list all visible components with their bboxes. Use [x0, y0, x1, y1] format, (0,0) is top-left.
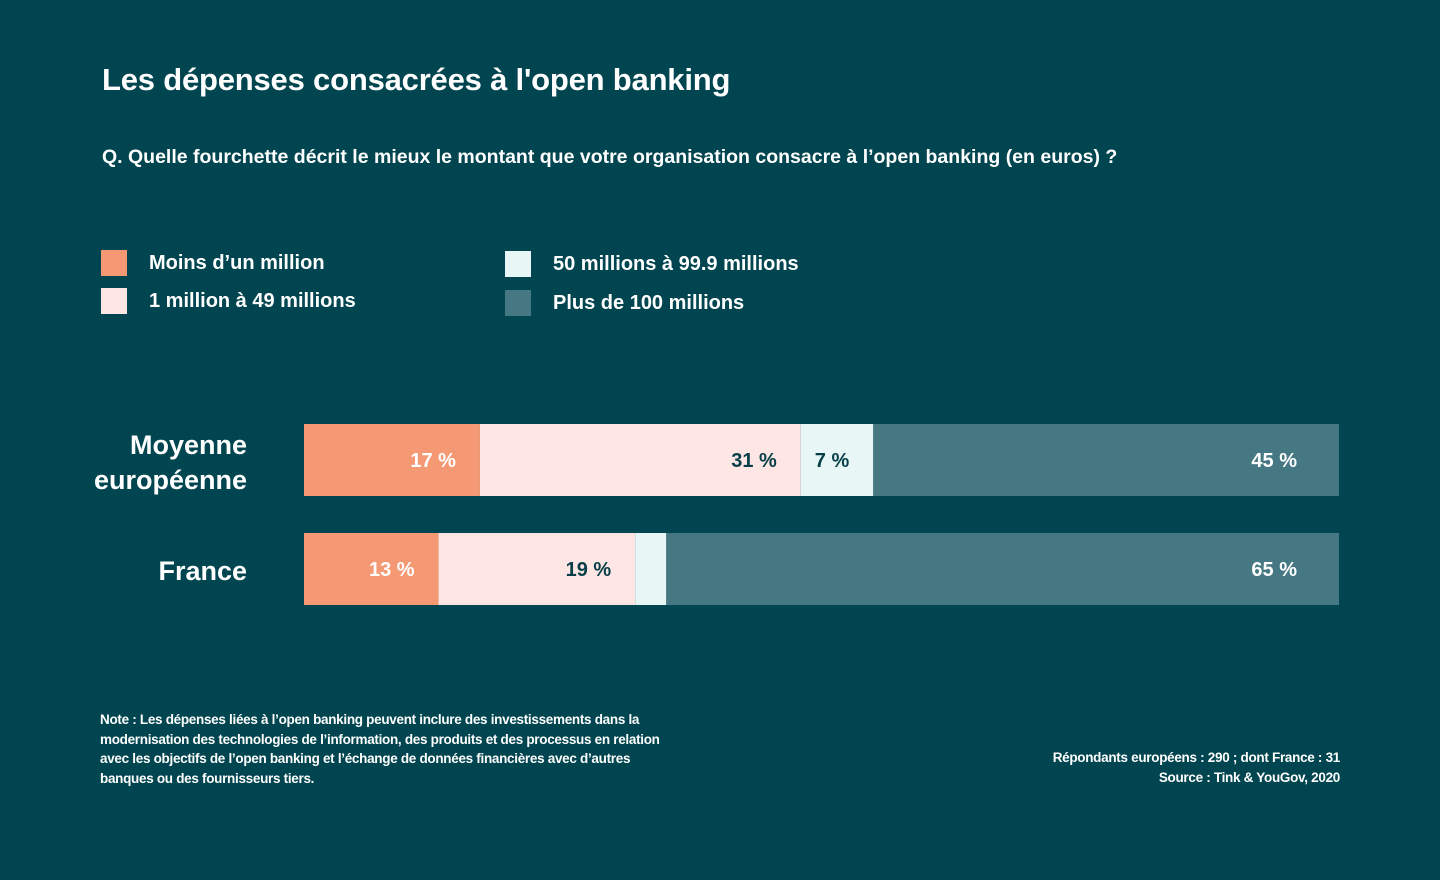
row-label-line: Moyenne — [129, 430, 247, 460]
note-text: Note : Les dépenses liées à l’open banki… — [100, 712, 660, 786]
data-label: 13 % — [369, 559, 415, 581]
legend-swatch — [505, 290, 531, 316]
legend-swatch — [101, 250, 127, 276]
data-label: 45 % — [1251, 450, 1297, 472]
question-text: Q. Quelle fourchette décrit le mieux le … — [102, 146, 1118, 168]
legend-label: 1 million à 49 millions — [149, 289, 356, 312]
bar-segment — [873, 424, 1339, 496]
bar-segment — [800, 424, 874, 496]
legend-label: Plus de 100 millions — [553, 291, 745, 314]
bar-segment — [479, 424, 801, 496]
data-label: 65 % — [1251, 559, 1297, 581]
bar-segment — [635, 533, 667, 605]
source-text: Source : Tink & YouGov, 2020 — [1158, 769, 1340, 785]
legend-item-50m-99m: 50 millions à 99.9 millions — [505, 251, 799, 277]
data-label: 7 % — [815, 450, 850, 472]
chart-title: Les dépenses consacrées à l'open banking — [102, 62, 731, 97]
data-label: 19 % — [566, 559, 612, 581]
respondents-text: Répondants européens : 290 ; dont France… — [1052, 750, 1341, 765]
row-label-line: France — [158, 556, 247, 586]
legend-label: 50 millions à 99.9 millions — [553, 252, 799, 275]
legend-label: Moins d’un million — [149, 251, 325, 274]
footer: Répondants européens : 290 ; dont France… — [1052, 748, 1341, 787]
bar-segment — [666, 533, 1339, 605]
data-label: 17 % — [410, 450, 456, 472]
bar-segment — [438, 533, 636, 605]
bar-segment — [304, 424, 480, 496]
legend-item-under-1m: Moins d’un million — [101, 250, 325, 276]
row-label-france: France — [158, 554, 247, 589]
data-label: 31 % — [731, 450, 777, 472]
legend-swatch — [101, 288, 127, 314]
legend-swatch — [505, 251, 531, 277]
legend-item-1m-49m: 1 million à 49 millions — [101, 288, 356, 314]
row-label-europe: Moyenne européenne — [94, 428, 247, 498]
legend-item-over-100m: Plus de 100 millions — [505, 290, 744, 316]
bar-segment — [304, 533, 439, 605]
row-label-line: européenne — [93, 465, 247, 495]
